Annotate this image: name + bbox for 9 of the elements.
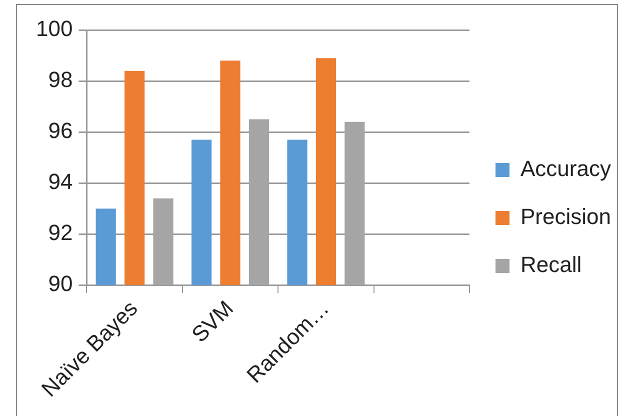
y-tick-label: 92: [48, 220, 73, 246]
y-tick-label: 90: [48, 271, 73, 296]
legend-label: Recall: [520, 252, 582, 278]
y-tick-label: 98: [48, 67, 73, 92]
y-tick-label: 96: [48, 118, 73, 144]
y-tick-label: 100: [36, 16, 73, 42]
y-tick-label: 94: [48, 169, 73, 194]
legend-label: Accuracy: [520, 156, 611, 182]
legend-label: Precision: [520, 204, 611, 230]
